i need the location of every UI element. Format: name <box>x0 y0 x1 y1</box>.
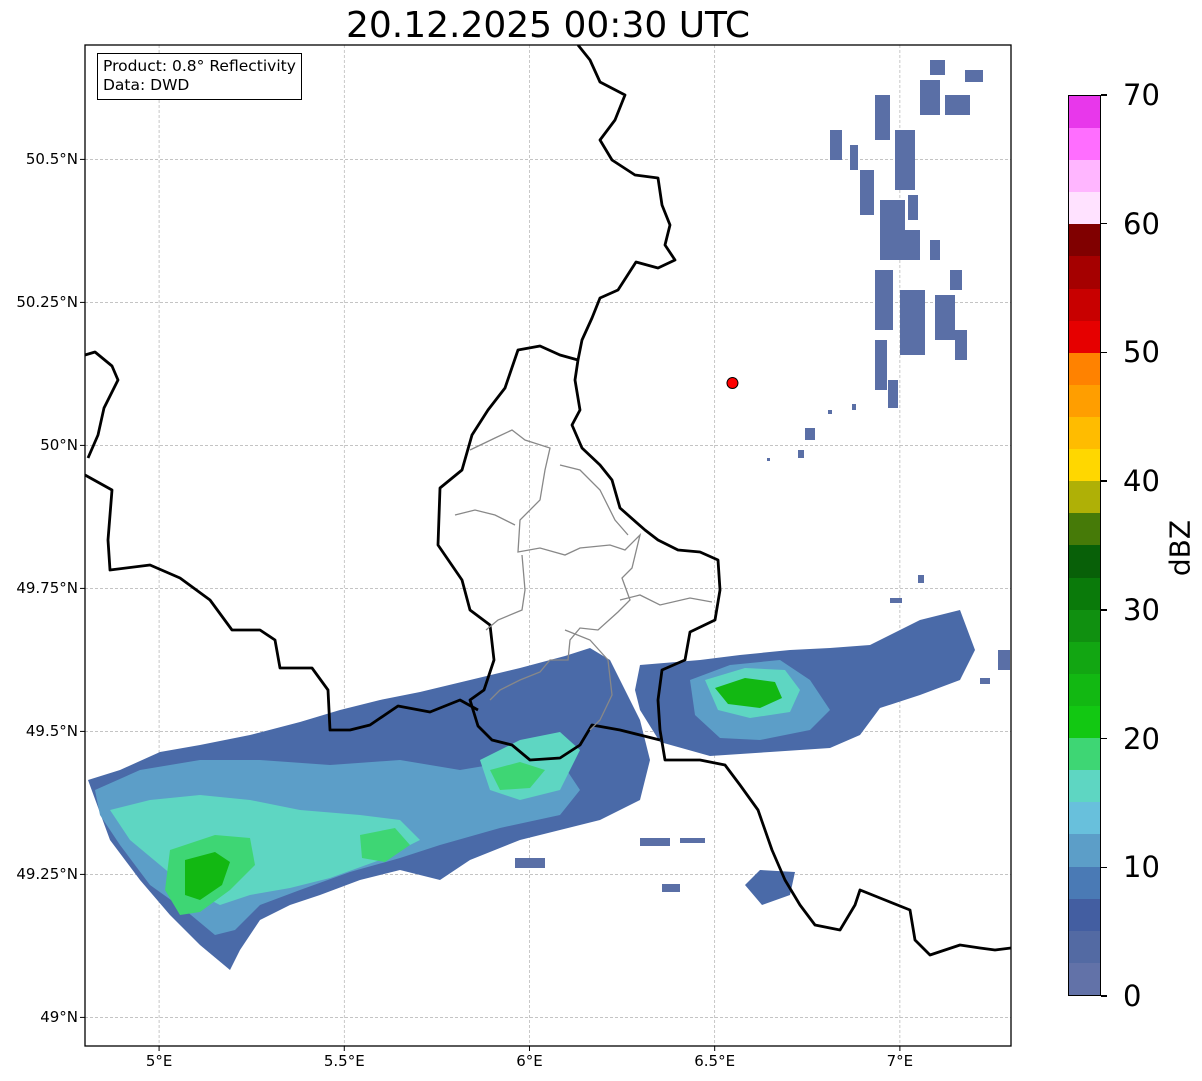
border-germany-west <box>570 45 1011 957</box>
border-luxembourg <box>436 344 661 762</box>
colorbar-segment <box>1069 288 1100 321</box>
colorbar-segment <box>1069 320 1100 353</box>
colorbar-tick <box>1101 351 1107 354</box>
district-border-c <box>454 509 516 526</box>
colorbar-segment <box>1069 706 1100 739</box>
lat-tick-label: 49.75°N <box>16 579 78 598</box>
reflectivity-field <box>88 60 1010 970</box>
colorbar-tick-label: 20 <box>1123 721 1160 756</box>
colorbar-tick <box>1101 94 1107 96</box>
border-northwest <box>85 350 120 459</box>
colorbar <box>1068 95 1101 996</box>
map-title: 20.12.2025 00:30 UTC <box>345 5 751 46</box>
lat-tick-label: 49°N <box>40 1008 78 1027</box>
lat-tick-label: 50°N <box>40 436 78 455</box>
colorbar-segment <box>1069 802 1100 835</box>
colorbar-segment <box>1069 417 1100 450</box>
colorbar-tick <box>1101 737 1107 740</box>
colorbar-label: dBZ <box>1163 519 1197 577</box>
lon-tick-label: 6.5°E <box>694 1052 736 1070</box>
colorbar-segment <box>1069 770 1100 803</box>
colorbar-tick-label: 40 <box>1123 464 1160 499</box>
lon-tick-label: 5°E <box>145 1052 173 1070</box>
lat-tick-label: 49.25°N <box>16 865 78 884</box>
colorbar-segment <box>1069 192 1100 225</box>
district-border-d <box>485 554 526 631</box>
district-border-e <box>619 594 713 606</box>
echo-scatter-small <box>515 404 1010 892</box>
lon-tick-label: 7°E <box>886 1052 914 1070</box>
echo-small-east <box>745 870 795 905</box>
colorbar-tick-label: 10 <box>1123 850 1160 885</box>
data-source-label: Data: DWD <box>103 76 190 94</box>
echo-cluster-east-green <box>490 762 545 790</box>
colorbar-segment <box>1069 224 1100 257</box>
colorbar-tick <box>1101 480 1107 482</box>
product-info-box: Product: 0.8° Reflectivity Data: DWD <box>97 53 302 100</box>
colorbar-segment <box>1069 545 1100 578</box>
colorbar-tick <box>1101 995 1107 997</box>
colorbar-segment <box>1069 481 1100 514</box>
lat-tick-label: 50.25°N <box>16 293 78 312</box>
echo-core-mid <box>360 828 410 862</box>
product-label: Product: 0.8° Reflectivity <box>103 57 296 75</box>
echo-cell-east-core <box>715 678 782 708</box>
colorbar-segment <box>1069 449 1100 482</box>
colorbar-segment <box>1069 513 1100 546</box>
admin-borders <box>454 429 713 731</box>
colorbar-tick-label: 60 <box>1123 206 1160 241</box>
lon-tick-label: 6°E <box>516 1052 543 1070</box>
colorbar-gradient <box>1068 95 1101 996</box>
border-france-belgium <box>85 473 479 732</box>
colorbar-segment <box>1069 866 1100 899</box>
district-border-a <box>469 429 642 701</box>
colorbar-segment <box>1069 384 1100 418</box>
colorbar-tick-label: 70 <box>1123 78 1160 112</box>
echo-scatter-northeast <box>830 60 983 408</box>
map-frame <box>84 44 1012 1047</box>
district-border-f <box>564 629 613 731</box>
colorbar-segment <box>1069 641 1100 674</box>
national-borders <box>85 45 1011 957</box>
colorbar-tick-label: 0 <box>1123 979 1142 1013</box>
district-border-b <box>559 464 629 536</box>
colorbar-tick <box>1101 866 1107 869</box>
axis-ticks <box>80 158 901 1051</box>
colorbar-segment <box>1069 673 1100 707</box>
colorbar-tick <box>1101 222 1107 225</box>
radar-site-marker <box>726 377 739 390</box>
colorbar-segment <box>1069 898 1100 931</box>
lon-tick-label: 5.5°E <box>323 1052 365 1070</box>
colorbar-segment <box>1069 738 1100 771</box>
colorbar-segment <box>1069 609 1100 642</box>
echo-core-southwest-strong <box>185 852 230 900</box>
colorbar-tick-label: 50 <box>1123 335 1160 370</box>
colorbar-segment <box>1069 256 1100 289</box>
colorbar-tick-label: 30 <box>1123 592 1160 627</box>
colorbar-segment <box>1069 930 1100 963</box>
lat-tick-label: 49.5°N <box>25 722 78 741</box>
colorbar-tick <box>1101 609 1107 611</box>
colorbar-segment <box>1069 160 1100 193</box>
colorbar-segment <box>1069 577 1100 610</box>
colorbar-segment <box>1069 352 1100 385</box>
colorbar-segment <box>1069 962 1100 995</box>
colorbar-segment <box>1069 834 1100 867</box>
lat-tick-label: 50.5°N <box>25 150 78 169</box>
colorbar-segment <box>1069 95 1100 129</box>
colorbar-segment <box>1069 128 1100 161</box>
